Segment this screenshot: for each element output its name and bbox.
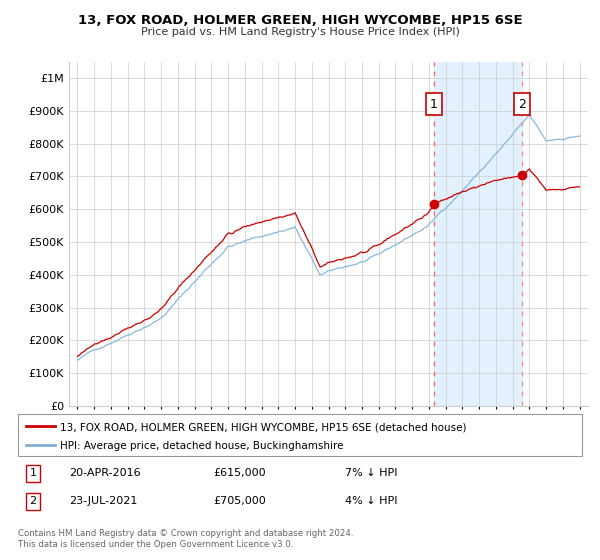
- Text: 1: 1: [430, 98, 438, 111]
- Text: Price paid vs. HM Land Registry's House Price Index (HPI): Price paid vs. HM Land Registry's House …: [140, 27, 460, 37]
- Text: Contains HM Land Registry data © Crown copyright and database right 2024.
This d: Contains HM Land Registry data © Crown c…: [18, 529, 353, 549]
- Text: 1: 1: [29, 468, 37, 478]
- Text: 2: 2: [518, 98, 526, 111]
- Text: 4% ↓ HPI: 4% ↓ HPI: [345, 496, 398, 506]
- Bar: [434, 62, 522, 406]
- Text: £705,000: £705,000: [213, 496, 266, 506]
- Text: 13, FOX ROAD, HOLMER GREEN, HIGH WYCOMBE, HP15 6SE (detached house): 13, FOX ROAD, HOLMER GREEN, HIGH WYCOMBE…: [60, 422, 467, 432]
- Text: 23-JUL-2021: 23-JUL-2021: [69, 496, 137, 506]
- Text: 2: 2: [29, 496, 37, 506]
- Text: 7% ↓ HPI: 7% ↓ HPI: [345, 468, 398, 478]
- Text: 20-APR-2016: 20-APR-2016: [69, 468, 140, 478]
- Text: £615,000: £615,000: [213, 468, 266, 478]
- FancyBboxPatch shape: [18, 414, 582, 456]
- Text: HPI: Average price, detached house, Buckinghamshire: HPI: Average price, detached house, Buck…: [60, 441, 344, 451]
- Text: 13, FOX ROAD, HOLMER GREEN, HIGH WYCOMBE, HP15 6SE: 13, FOX ROAD, HOLMER GREEN, HIGH WYCOMBE…: [77, 14, 523, 27]
